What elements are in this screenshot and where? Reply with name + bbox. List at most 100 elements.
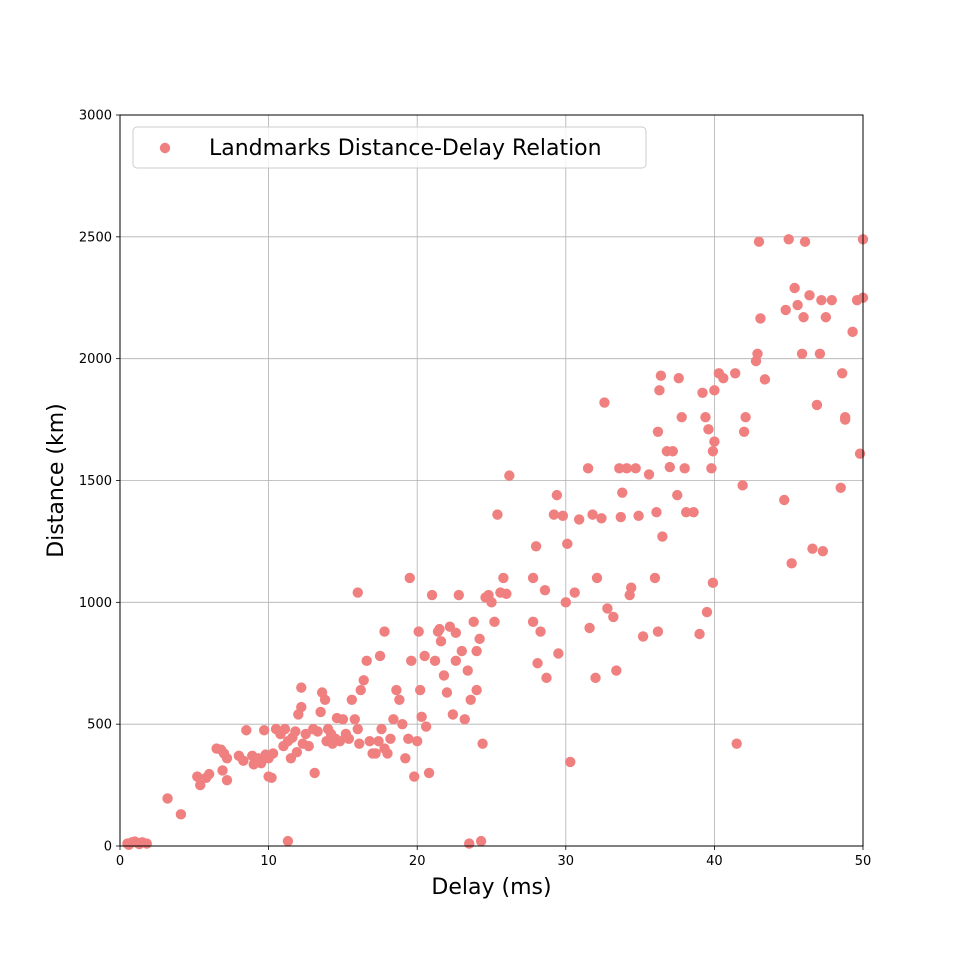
x-tick-label: 20 <box>409 854 426 869</box>
data-point <box>814 348 826 359</box>
data-point <box>435 636 447 647</box>
data-point <box>447 709 459 720</box>
data-point <box>258 725 270 736</box>
data-point <box>621 463 632 474</box>
data-point <box>217 765 228 776</box>
data-point <box>221 753 233 764</box>
legend-box <box>132 126 647 169</box>
data-point <box>707 577 719 589</box>
data-point <box>282 835 294 847</box>
data-point <box>420 721 432 732</box>
data-point <box>364 736 375 747</box>
data-point <box>414 684 426 696</box>
data-point <box>703 424 714 435</box>
data-point <box>416 711 427 723</box>
data-point <box>397 718 408 730</box>
data-point <box>680 506 692 518</box>
data-point <box>587 509 598 520</box>
data-point <box>453 589 465 601</box>
data-point <box>664 461 676 473</box>
data-point <box>783 234 794 245</box>
data-point <box>755 313 766 324</box>
data-point <box>611 665 622 676</box>
data-point <box>539 584 551 596</box>
data-point <box>738 426 750 437</box>
data-point <box>820 312 832 323</box>
data-point <box>489 616 500 628</box>
data-point <box>374 650 386 662</box>
data-point <box>404 572 415 584</box>
data-point <box>652 626 664 637</box>
data-point <box>475 835 487 847</box>
data-point <box>203 768 215 780</box>
y-tick-label: 3000 <box>79 109 112 124</box>
data-point <box>296 701 307 713</box>
data-point <box>331 712 343 724</box>
data-point <box>391 684 402 696</box>
data-point <box>835 482 846 494</box>
data-point <box>296 682 307 693</box>
data-point <box>370 748 381 759</box>
data-point <box>349 714 360 725</box>
data-point <box>759 374 771 385</box>
y-tick-label: 500 <box>87 718 112 733</box>
data-point <box>651 506 662 518</box>
data-point <box>423 767 435 779</box>
data-point <box>319 694 331 705</box>
scatter-points <box>122 234 869 850</box>
data-point <box>562 538 573 550</box>
data-point <box>134 838 145 850</box>
data-point <box>565 756 576 768</box>
data-point <box>504 470 515 481</box>
data-point <box>382 748 393 759</box>
data-point <box>617 487 628 498</box>
data-point <box>474 633 485 645</box>
data-point <box>441 687 453 698</box>
data-point <box>358 675 369 686</box>
data-point <box>596 513 607 524</box>
data-point <box>707 446 719 457</box>
data-point <box>730 368 741 379</box>
data-point <box>275 728 286 740</box>
data-point <box>688 506 699 518</box>
data-point <box>355 684 366 696</box>
data-point <box>291 746 303 758</box>
data-point <box>557 510 569 522</box>
data-point <box>400 753 411 764</box>
data-point <box>602 603 613 614</box>
data-point <box>346 694 358 705</box>
data-point <box>541 672 552 684</box>
data-point <box>527 572 539 584</box>
data-point <box>465 694 476 705</box>
data-point <box>175 809 187 820</box>
legend: Landmarks Distance-Delay Relation <box>132 126 647 169</box>
y-tick-label: 0 <box>104 840 112 855</box>
data-point <box>471 645 482 657</box>
data-point <box>492 509 503 520</box>
data-point <box>162 793 173 804</box>
data-point <box>679 463 690 474</box>
data-point <box>826 294 837 306</box>
data-point <box>836 368 848 379</box>
data-point <box>373 736 384 747</box>
data-point <box>450 655 462 667</box>
data-point <box>462 665 473 676</box>
data-point <box>530 541 542 552</box>
data-point <box>266 772 277 783</box>
data-point <box>267 748 279 759</box>
data-point <box>376 723 387 735</box>
data-point <box>303 740 314 752</box>
data-point <box>672 489 683 501</box>
data-point <box>706 463 717 474</box>
data-point <box>584 622 595 634</box>
data-point <box>501 588 512 600</box>
data-point <box>573 514 585 525</box>
data-point <box>811 399 823 411</box>
data-point <box>394 694 405 705</box>
data-point <box>643 469 655 480</box>
data-point <box>312 726 323 737</box>
data-point <box>498 572 509 584</box>
data-point <box>413 626 424 637</box>
